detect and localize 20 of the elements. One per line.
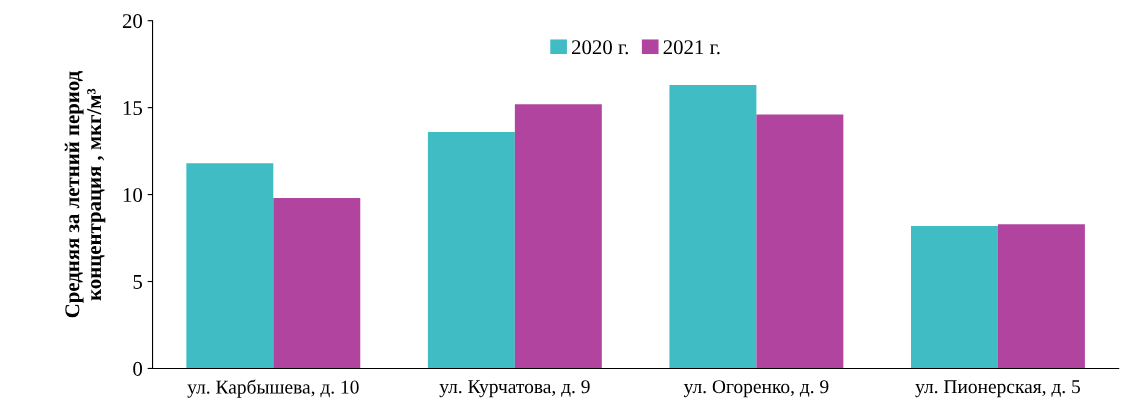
y-tick-label: 5 xyxy=(133,275,143,289)
bar xyxy=(514,104,602,369)
bar xyxy=(186,163,274,369)
x-tick-label: ул. Карбышева, д. 10 xyxy=(187,379,359,398)
y-tick-label: 15 xyxy=(123,101,143,116)
bar xyxy=(273,198,361,369)
bar xyxy=(910,225,998,369)
x-tick-label: ул. Курчатова, д. 9 xyxy=(439,380,590,398)
y-tick-label: 10 xyxy=(123,187,143,203)
x-tick-label: ул. Огоренко, д. 9 xyxy=(683,380,829,398)
y-tick-label: 0 xyxy=(133,361,143,376)
legend-label: 2020 г. xyxy=(572,40,628,55)
y-axis-title: Средняя за летний период концентрация , мкг/м³ xyxy=(64,71,106,318)
legend-label: 2021 г. xyxy=(663,40,720,55)
bar xyxy=(756,114,844,369)
bar xyxy=(427,131,515,369)
bar xyxy=(669,85,757,369)
x-tick-label: ул. Пионерская, д. 5 xyxy=(915,380,1080,398)
bar xyxy=(997,224,1085,369)
y-tick-label: 20 xyxy=(122,14,143,29)
